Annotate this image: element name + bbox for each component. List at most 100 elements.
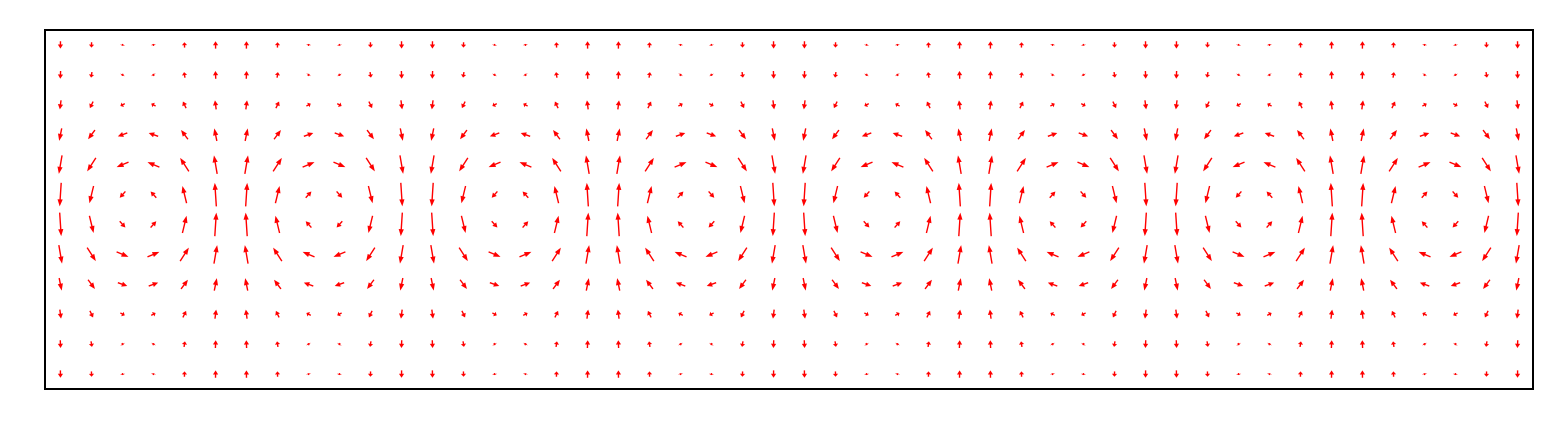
arrow bbox=[615, 212, 621, 237]
arrow bbox=[429, 277, 435, 291]
arrow bbox=[522, 43, 529, 46]
arrow bbox=[460, 371, 467, 377]
arrow bbox=[1452, 190, 1459, 198]
arrow bbox=[585, 128, 591, 142]
arrow bbox=[1297, 72, 1304, 78]
arrow bbox=[1483, 279, 1491, 289]
arrow bbox=[88, 129, 96, 140]
arrow bbox=[150, 373, 157, 376]
arrow bbox=[894, 221, 901, 229]
arrow bbox=[273, 130, 281, 140]
arrow bbox=[926, 101, 931, 109]
arrow bbox=[863, 190, 870, 198]
arrow bbox=[925, 371, 932, 377]
arrow bbox=[1422, 102, 1427, 108]
arrow bbox=[1143, 155, 1149, 174]
arrow bbox=[398, 128, 404, 141]
arrow bbox=[119, 220, 126, 228]
arrow bbox=[770, 340, 777, 348]
arrow bbox=[770, 245, 776, 264]
arrow bbox=[1390, 341, 1397, 348]
arrow bbox=[1391, 101, 1396, 109]
arrow bbox=[1419, 132, 1430, 138]
arrow bbox=[675, 282, 686, 287]
arrow bbox=[460, 42, 467, 48]
arrow bbox=[1050, 102, 1055, 108]
arrow bbox=[1173, 155, 1179, 174]
arrow bbox=[1050, 73, 1055, 77]
arrow bbox=[429, 309, 435, 319]
arrow bbox=[274, 215, 281, 234]
arrow bbox=[1205, 101, 1210, 109]
arrow bbox=[430, 212, 436, 237]
arrow bbox=[737, 157, 747, 172]
arrow bbox=[584, 278, 590, 291]
arrow bbox=[489, 132, 500, 137]
arrow bbox=[678, 311, 684, 317]
arrow bbox=[1018, 72, 1025, 78]
arrow bbox=[243, 370, 250, 378]
arrow bbox=[1297, 186, 1304, 204]
arrow bbox=[646, 371, 653, 377]
arrow bbox=[1514, 340, 1521, 348]
arrow bbox=[305, 373, 312, 376]
arrow bbox=[646, 341, 653, 348]
arrow bbox=[987, 245, 993, 264]
arrow bbox=[1263, 162, 1276, 168]
arrow bbox=[1204, 42, 1211, 48]
arrow bbox=[398, 340, 405, 348]
arrow bbox=[1328, 309, 1335, 319]
arrow bbox=[147, 162, 160, 168]
arrow bbox=[1018, 279, 1026, 290]
arrow bbox=[305, 221, 312, 229]
arrow bbox=[181, 72, 188, 78]
arrow bbox=[1391, 310, 1396, 318]
arrow bbox=[522, 311, 528, 317]
arrow bbox=[584, 71, 591, 79]
arrow bbox=[212, 182, 218, 207]
arrow bbox=[181, 215, 188, 234]
arrow bbox=[1359, 309, 1366, 319]
arrow bbox=[1514, 41, 1521, 49]
arrow bbox=[645, 247, 655, 262]
arrow bbox=[831, 279, 839, 289]
arrow bbox=[150, 191, 157, 199]
arrow bbox=[243, 71, 250, 79]
arrow bbox=[488, 161, 501, 168]
arrow bbox=[1419, 282, 1430, 287]
arrow bbox=[1266, 191, 1273, 199]
arrow bbox=[1266, 221, 1273, 229]
arrow bbox=[1018, 371, 1025, 377]
arrow bbox=[615, 41, 622, 49]
arrow bbox=[57, 71, 64, 79]
arrow bbox=[1263, 251, 1276, 258]
arrow bbox=[1173, 71, 1180, 79]
arrow bbox=[120, 102, 126, 108]
arrow bbox=[1329, 212, 1335, 237]
arrow bbox=[89, 101, 94, 109]
arrow bbox=[336, 190, 343, 198]
arrow bbox=[1390, 215, 1397, 234]
arrow bbox=[1359, 212, 1365, 237]
arrow bbox=[1080, 190, 1087, 198]
arrow bbox=[367, 185, 374, 204]
arrow bbox=[1422, 342, 1427, 346]
arrow bbox=[553, 341, 560, 348]
arrow bbox=[1205, 310, 1210, 318]
arrow bbox=[489, 281, 500, 287]
arrow bbox=[366, 129, 374, 140]
arrow bbox=[771, 155, 777, 174]
arrow bbox=[1111, 185, 1118, 204]
arrow bbox=[554, 310, 559, 318]
arrow bbox=[243, 100, 249, 110]
arrow bbox=[306, 102, 311, 108]
arrow bbox=[894, 191, 901, 199]
arrow bbox=[429, 155, 435, 174]
arrow bbox=[522, 221, 529, 229]
arrow bbox=[1236, 102, 1242, 108]
arrow bbox=[117, 132, 128, 137]
arrow bbox=[1109, 157, 1119, 172]
arrow bbox=[491, 373, 498, 376]
arrow bbox=[1018, 341, 1025, 348]
arrow bbox=[151, 73, 156, 77]
